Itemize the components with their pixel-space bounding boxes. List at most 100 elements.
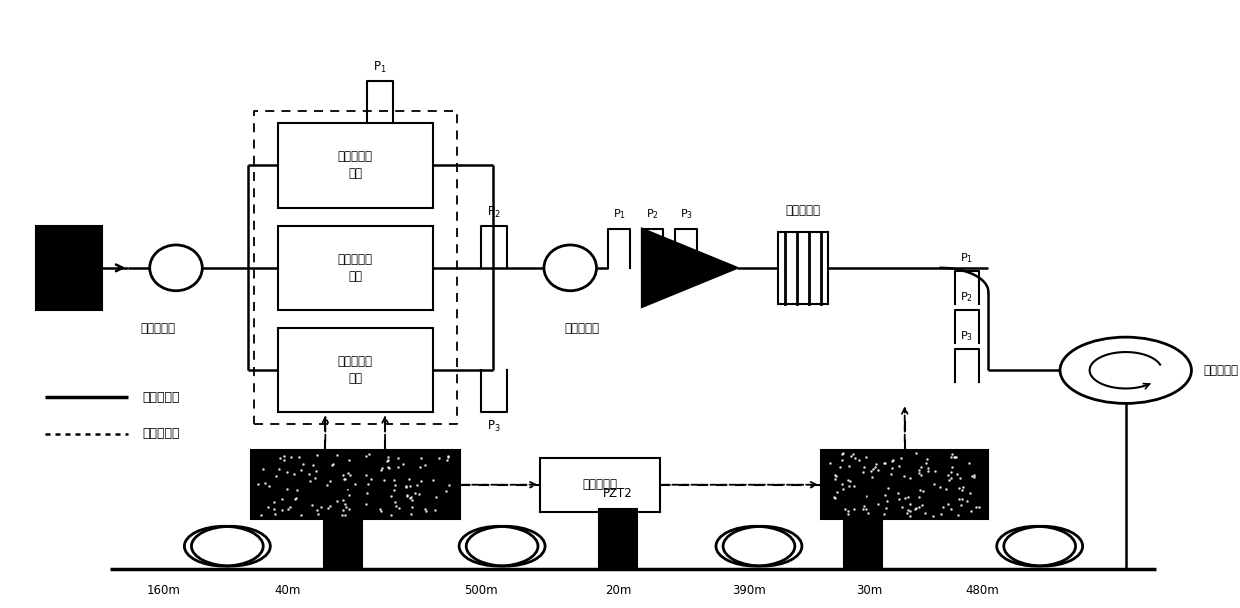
Point — [843, 482, 863, 491]
Point — [897, 508, 916, 518]
Bar — [599, 509, 637, 569]
Point — [892, 502, 911, 511]
Point — [946, 452, 966, 462]
Point — [378, 452, 398, 462]
Point — [405, 488, 425, 498]
Point — [835, 504, 854, 514]
Point — [906, 449, 926, 458]
Text: PZT1: PZT1 — [848, 487, 878, 500]
Text: 光纤环形器: 光纤环形器 — [1203, 364, 1239, 377]
Point — [950, 483, 970, 493]
Point — [875, 458, 895, 468]
Text: 第一耦合器: 第一耦合器 — [140, 322, 176, 335]
Point — [361, 474, 381, 483]
Point — [862, 466, 882, 476]
Point — [866, 462, 885, 472]
Point — [402, 502, 422, 512]
Text: PZT3: PZT3 — [329, 487, 358, 500]
Point — [925, 466, 945, 476]
Point — [909, 492, 929, 502]
Point — [324, 459, 343, 469]
Point — [272, 505, 291, 515]
Point — [839, 477, 859, 486]
Point — [393, 459, 413, 469]
Point — [401, 482, 420, 491]
Point — [941, 504, 961, 514]
Point — [960, 458, 980, 468]
Point — [316, 480, 336, 490]
Text: 光学滤波器: 光学滤波器 — [786, 204, 821, 216]
Point — [336, 474, 356, 484]
Point — [951, 500, 971, 510]
Point — [373, 475, 393, 485]
Point — [874, 458, 894, 468]
Point — [949, 494, 968, 504]
Bar — [278, 226, 433, 310]
Polygon shape — [642, 229, 738, 307]
Point — [299, 469, 319, 479]
Point — [970, 502, 990, 512]
Point — [356, 451, 376, 461]
Point — [248, 479, 268, 489]
Text: 500m: 500m — [464, 584, 497, 597]
Point — [939, 499, 959, 509]
Point — [825, 494, 844, 503]
Point — [438, 452, 458, 462]
Point — [371, 505, 391, 514]
Point — [868, 499, 888, 508]
Point — [320, 477, 340, 486]
Point — [839, 461, 859, 471]
Point — [358, 478, 378, 488]
Point — [340, 505, 360, 514]
Point — [889, 494, 909, 503]
Ellipse shape — [150, 245, 202, 291]
Point — [384, 497, 404, 506]
Point — [401, 493, 420, 503]
Point — [334, 471, 353, 480]
Point — [831, 462, 851, 472]
Point — [402, 496, 422, 505]
Point — [425, 492, 445, 502]
Point — [846, 454, 866, 463]
Point — [381, 491, 401, 501]
Bar — [324, 509, 362, 569]
Point — [439, 480, 459, 490]
Point — [378, 455, 398, 465]
Point — [291, 510, 311, 520]
Point — [844, 504, 864, 514]
Point — [335, 499, 355, 508]
Point — [396, 481, 415, 491]
Point — [888, 488, 908, 498]
Point — [895, 493, 915, 503]
Point — [949, 510, 968, 519]
Point — [332, 495, 352, 505]
Point — [952, 485, 972, 495]
Circle shape — [1060, 337, 1192, 403]
Point — [863, 465, 883, 474]
Text: 30m: 30m — [856, 584, 882, 597]
Text: PZT2: PZT2 — [603, 487, 632, 500]
Point — [954, 483, 973, 492]
Point — [841, 451, 861, 461]
Point — [429, 453, 449, 463]
Point — [371, 465, 391, 474]
Point — [827, 487, 847, 497]
Point — [930, 483, 950, 492]
Text: 第二耦合器: 第二耦合器 — [564, 322, 600, 335]
Text: 20m: 20m — [605, 584, 631, 597]
Point — [371, 506, 391, 516]
Point — [965, 472, 985, 482]
Point — [277, 468, 296, 477]
Point — [265, 471, 285, 481]
Text: P$_2$: P$_2$ — [960, 290, 973, 304]
Point — [941, 467, 961, 477]
Point — [372, 463, 392, 472]
Point — [415, 506, 435, 516]
Point — [415, 504, 435, 514]
Point — [273, 494, 293, 503]
Point — [941, 473, 961, 483]
Point — [848, 455, 868, 465]
Point — [300, 477, 320, 486]
Point — [309, 509, 329, 519]
Point — [255, 478, 275, 488]
